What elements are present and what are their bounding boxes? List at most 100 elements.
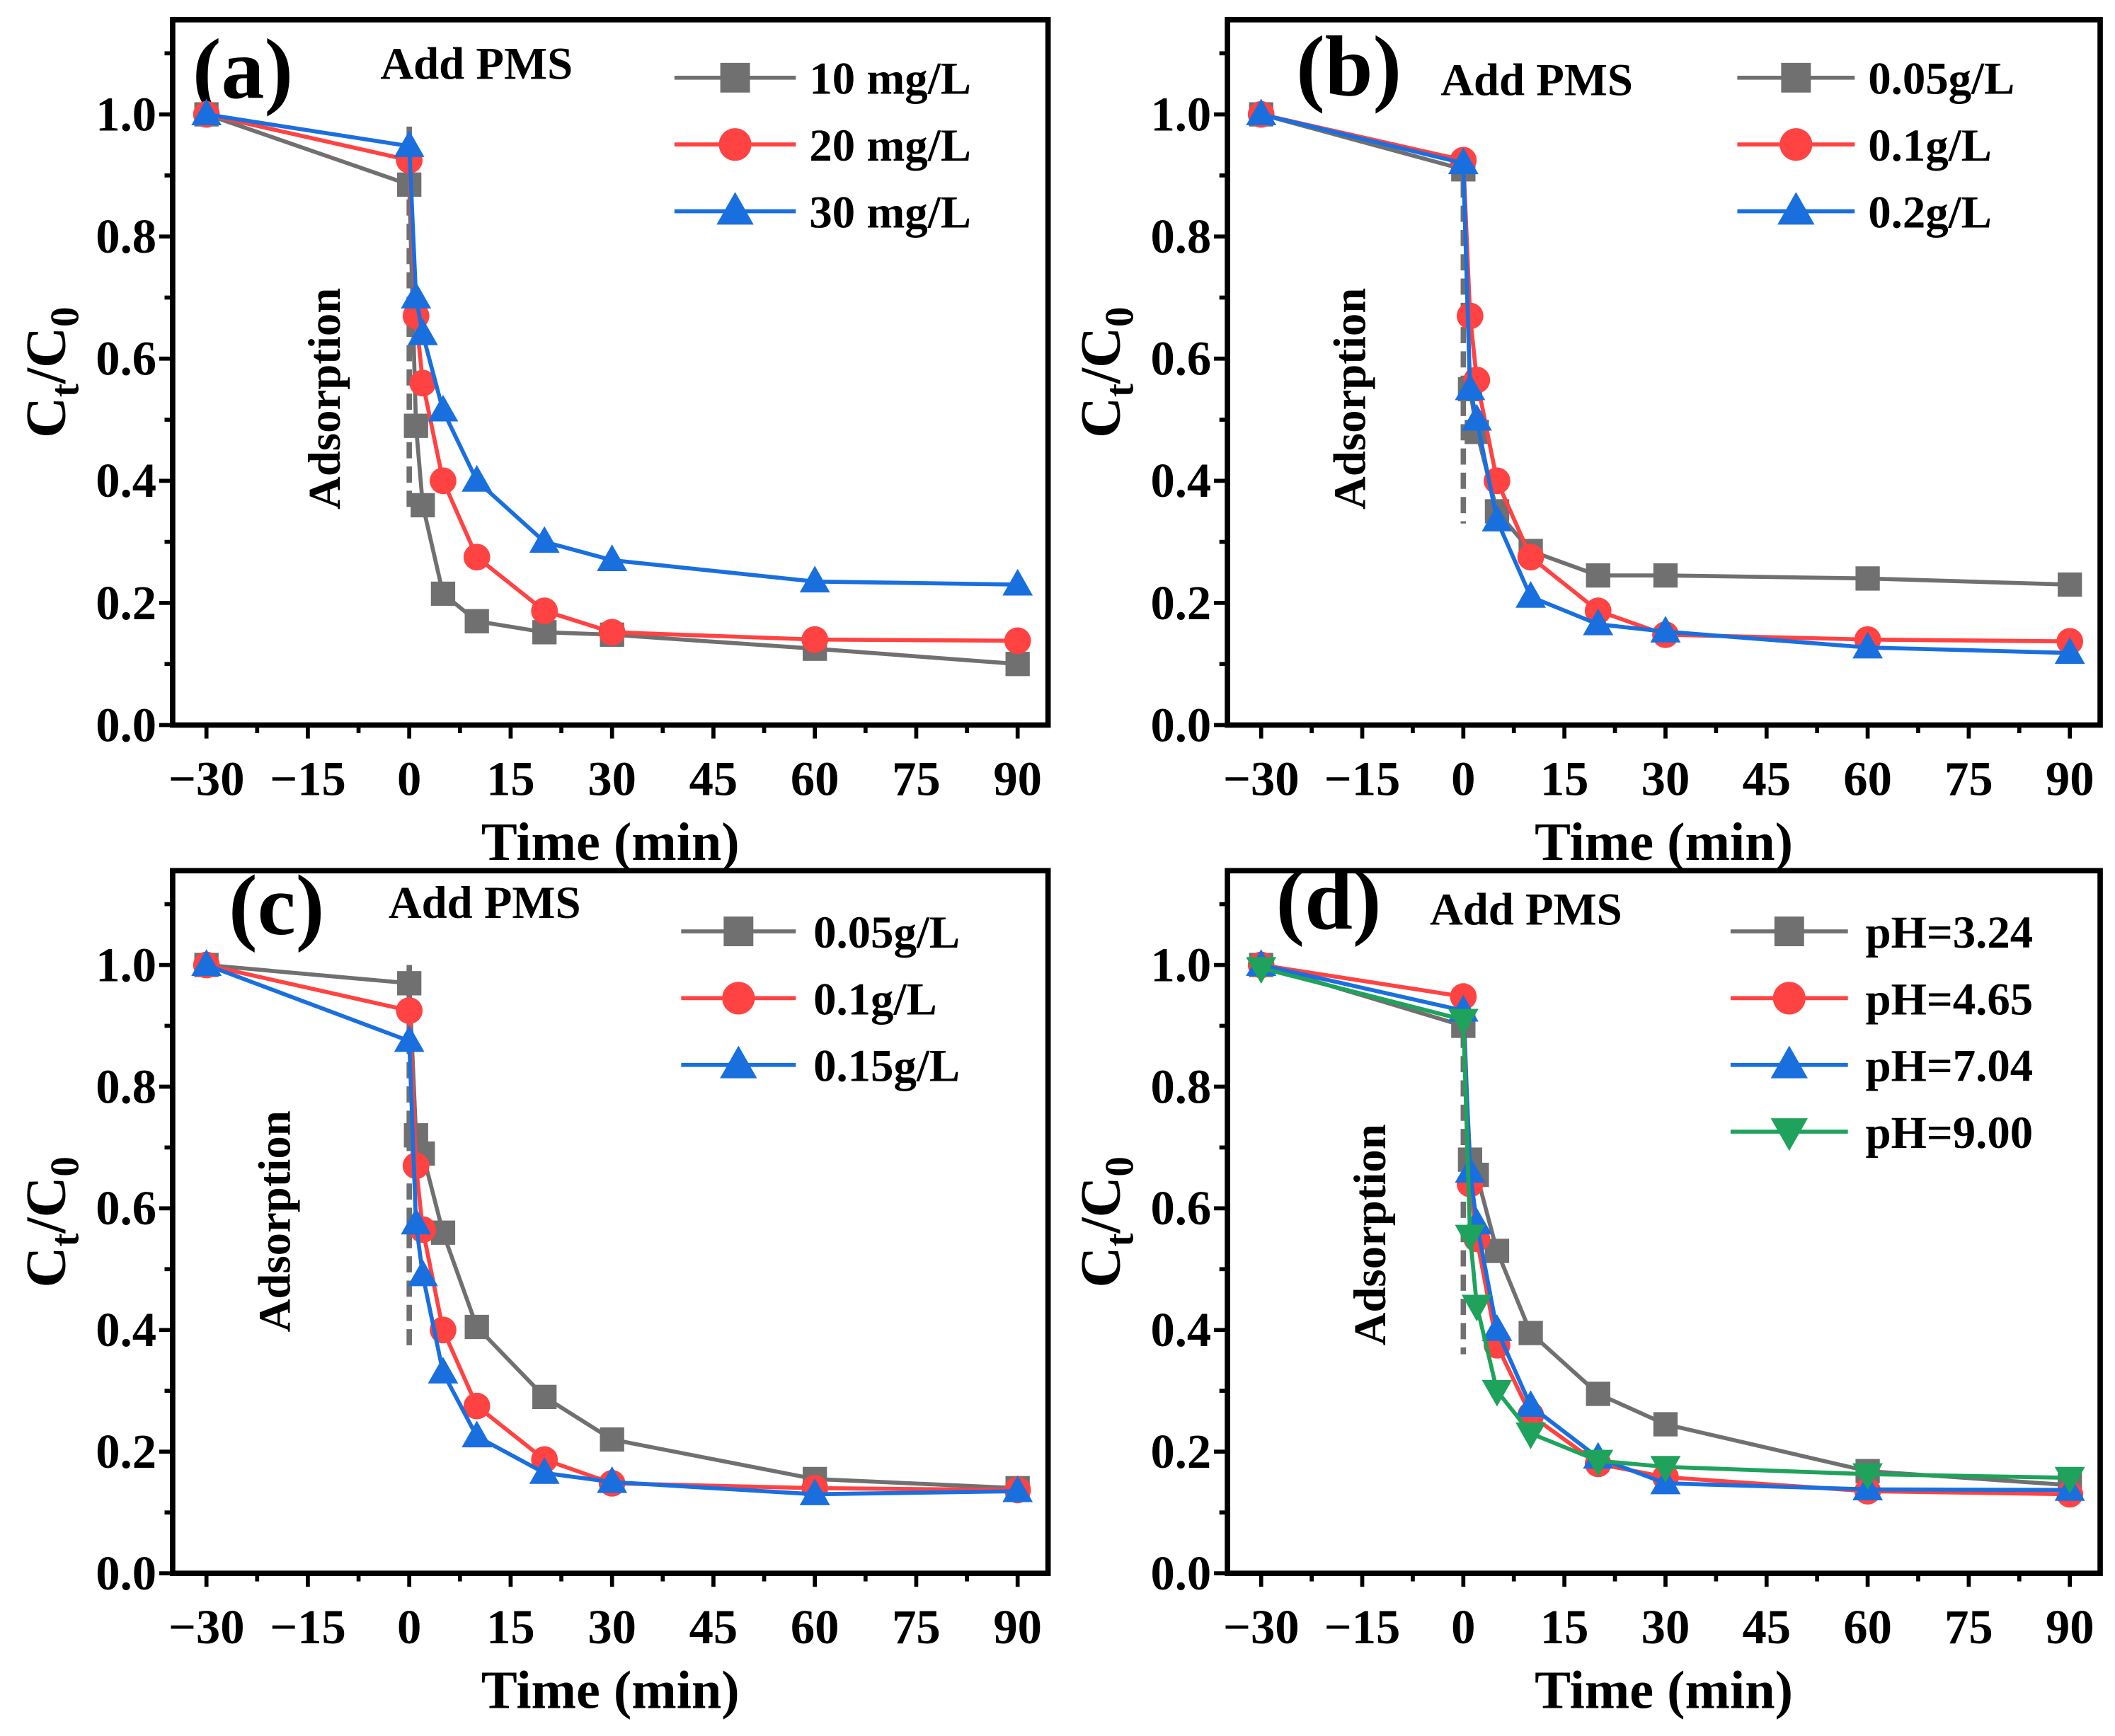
data-point (529, 526, 560, 553)
data-point (1653, 1412, 1678, 1437)
data-point (1448, 147, 1479, 175)
y-axis-title: Ct/C0 (15, 306, 87, 437)
data-point (1481, 505, 1513, 531)
data-point (1481, 1379, 1513, 1407)
data-point (2058, 572, 2082, 597)
x-axis-title: Time (min) (1535, 1661, 1793, 1720)
data-point (1455, 373, 1486, 401)
data-point (1518, 1321, 1543, 1345)
plot-frame (1225, 17, 2103, 728)
add-pms-annotation: Add PMS (389, 878, 581, 929)
x-tick-label: 90 (993, 752, 1042, 806)
chart-panel-c: 0.0 0.2 0.4 0.6 0.8 1.0 −30 −15 0 15 30 45 60 75 90 Tim… (15, 858, 1051, 1720)
y-tick-label: 0.0 (1150, 1546, 1211, 1600)
y-tick-label: 0.0 (96, 698, 156, 752)
legend-entry: pH=3.24 (1730, 907, 2033, 958)
x-tick-label: 30 (588, 752, 636, 806)
y-tick-label: 0.4 (1150, 1303, 1211, 1357)
data-point (407, 318, 438, 345)
data-point (529, 1457, 560, 1484)
data-point (1583, 1449, 1614, 1477)
legend-marker (716, 192, 754, 225)
data-point (1852, 631, 1884, 659)
y-tick-label: 1.0 (1150, 87, 1211, 141)
legend-label: 0.05g/L (1868, 54, 2014, 105)
y-axis-title-sub-t: t (43, 384, 88, 397)
legend-entry: 0.2g/L (1737, 187, 1992, 238)
legend-marker (1770, 1118, 1808, 1151)
legend-marker (1770, 1045, 1808, 1079)
data-point (1448, 1008, 1479, 1036)
legend-label: 0.1g/L (813, 974, 937, 1025)
legend-entry: pH=7.04 (1730, 1041, 2033, 1092)
x-tick-label: 60 (1843, 1600, 1892, 1654)
legend-label: 0.2g/L (1868, 187, 1992, 238)
data-point (531, 597, 558, 625)
data-point (1583, 608, 1614, 636)
y-axis-title-c0: /C (1070, 1177, 1133, 1234)
x-tick-label: 45 (689, 752, 738, 806)
legend-label: 30 mg/L (809, 187, 971, 238)
y-tick-label: 0.6 (96, 332, 156, 386)
y-axis-title-c0: /C (15, 327, 77, 384)
x-tick-label: 90 (2046, 752, 2094, 806)
data-point (464, 1314, 489, 1340)
legend-label: 10 mg/L (809, 54, 971, 105)
data-point (191, 98, 222, 126)
data-point (1461, 1294, 1492, 1322)
panel-label: (b) (1296, 19, 1402, 115)
panel-label: (a) (193, 21, 293, 117)
legend-marker (720, 62, 750, 93)
y-axis-title-c0: /C (15, 1177, 77, 1234)
y-tick-label: 0.8 (1150, 1059, 1211, 1113)
data-point (597, 1466, 628, 1493)
data-point (1002, 568, 1033, 596)
data-point (1653, 563, 1678, 588)
x-tick-label: −15 (270, 1600, 346, 1654)
legend-entry: 30 mg/L (674, 187, 971, 238)
plot-frame (1225, 868, 2103, 1576)
y-tick-label: 1.0 (96, 938, 156, 991)
x-tick-label: −15 (1324, 752, 1401, 806)
x-tick-label: 30 (1641, 1600, 1690, 1654)
data-point (1481, 1314, 1513, 1341)
data-point (1004, 627, 1031, 655)
x-tick-label: −30 (168, 752, 245, 806)
y-axis-title-sub-0: 0 (43, 306, 88, 327)
data-point (463, 1392, 491, 1420)
x-tick-label: 90 (993, 1600, 1042, 1654)
y-axis-title-sub-t: t (1098, 384, 1142, 397)
legend-entry: pH=4.65 (1730, 974, 2033, 1025)
data-point (1586, 563, 1610, 588)
data-point (409, 369, 437, 397)
y-tick-label: 0.8 (96, 1059, 156, 1113)
legend-marker (723, 916, 754, 947)
data-point (1455, 1224, 1486, 1252)
panel-label: (d) (1276, 852, 1382, 948)
data-point (1246, 98, 1277, 126)
series-30 mg/L (191, 98, 1033, 596)
adsorption-annotation: Adsorption (1345, 1124, 1396, 1345)
x-axis-title: Time (min) (1535, 812, 1793, 872)
legend-marker (720, 1045, 757, 1079)
data-point (2054, 637, 2085, 665)
y-tick-label: 0.6 (96, 1181, 156, 1235)
y-axis-title: Ct/C0 (15, 1156, 87, 1287)
legend-label: pH=9.00 (1865, 1108, 2033, 1159)
x-tick-label: 60 (791, 752, 839, 806)
legend-marker (1774, 916, 1804, 947)
data-point (402, 1152, 430, 1180)
data-point (1515, 1422, 1546, 1449)
y-axis-title-c0: /C (1070, 327, 1133, 384)
y-axis-title-sub-0: 0 (1098, 306, 1142, 327)
plot-frame (170, 868, 1051, 1576)
data-point (464, 609, 489, 633)
data-point (2054, 1466, 2085, 1494)
y-tick-label: 0.2 (1150, 1425, 1211, 1478)
data-point (801, 626, 829, 653)
data-point (799, 1478, 830, 1505)
data-point (463, 544, 491, 571)
x-tick-label: 90 (2046, 1600, 2094, 1654)
y-tick-label: 0.4 (1150, 454, 1211, 507)
